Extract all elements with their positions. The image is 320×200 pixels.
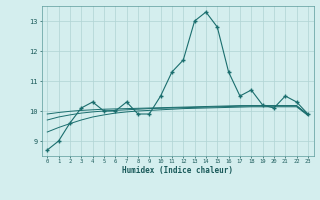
X-axis label: Humidex (Indice chaleur): Humidex (Indice chaleur) [122,166,233,175]
